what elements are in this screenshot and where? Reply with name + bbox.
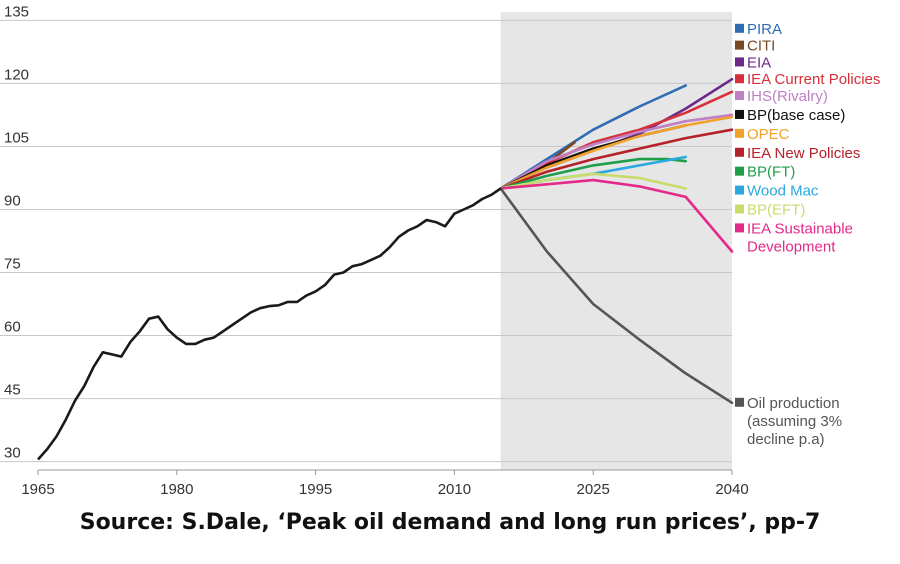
y-tick-label: 135 [4, 3, 29, 20]
legend-swatch-wood-mac [735, 185, 744, 195]
x-tick-label: 2010 [438, 481, 471, 498]
axes: 30 45 60 75 90 105 120 135 1965 1980 1995 2010 2025 2… [4, 3, 749, 498]
forecast-shading [500, 12, 732, 470]
series-line-iea-current-policies [499, 90, 734, 190]
x-tick-label: 1980 [160, 481, 193, 498]
y-tick-label: 75 [4, 256, 21, 273]
legend-label-iea-new-policies: IEA New Policies [747, 145, 860, 162]
legend-label-ihs-rivalry: IHS(Rivalry) [747, 88, 828, 105]
legend-swatch-citi [735, 40, 744, 50]
legend-swatch-oil-production-assuming-3-decline-p-a [735, 397, 744, 407]
legend-label-oil-production-assuming-3-decline-p-a: Oil production (assuming 3% decline p.a) [747, 395, 842, 448]
legend-label-bp-ft: BP(FT) [747, 164, 795, 181]
legend-label-iea-sustainable-development: IEA Sustainable Development [747, 220, 853, 255]
legend-label-eia: EIA [747, 54, 771, 71]
x-tick-label: 1995 [299, 481, 332, 498]
legend-swatch-opec [735, 128, 744, 138]
legend-swatch-bp-base-case [735, 109, 744, 119]
series-line-iea-sustainable-development [499, 178, 734, 253]
series-lines [37, 77, 734, 461]
y-tick-label: 30 [4, 445, 21, 462]
x-tick-label: 2025 [577, 481, 610, 498]
legend-swatch-bp-eft [735, 204, 744, 214]
legend-swatch-ihs-rivalry [735, 91, 744, 101]
legend-label-citi: CITI [747, 38, 775, 55]
legend-label-pira: PIRA [747, 21, 782, 38]
legend-swatch-bp-ft [735, 166, 744, 176]
legend-label-bp-eft: BP(EFT) [747, 201, 805, 218]
legend-swatch-eia [735, 57, 744, 67]
legend-swatch-iea-new-policies [735, 147, 744, 157]
legend-label-wood-mac: Wood Mac [747, 183, 819, 200]
series-line-bp-eft [499, 172, 687, 190]
legend-swatch-iea-current-policies [735, 74, 744, 84]
legend-label-opec: OPEC [747, 126, 790, 143]
gridlines [0, 19, 732, 463]
y-tick-label: 60 [4, 319, 21, 336]
series-line-iea-new-policies [499, 128, 734, 190]
series-line-opec [499, 115, 734, 190]
legend-swatch-pira [735, 23, 744, 33]
source-caption: Source: S.Dale, ‘Peak oil demand and lon… [79, 510, 821, 535]
y-tick-label: 105 [4, 129, 29, 146]
legend-swatch-iea-sustainable-development [735, 223, 744, 233]
x-tick-label: 1965 [21, 481, 54, 498]
legend-label-bp-base-case: BP(base case) [747, 107, 845, 124]
legend-label-iea-current-policies: IEA Current Policies [747, 71, 880, 88]
x-tick-label: 2040 [715, 481, 748, 498]
y-tick-label: 90 [4, 192, 21, 209]
y-tick-label: 45 [4, 382, 21, 399]
y-tick-label: 120 [4, 66, 29, 83]
oil-demand-chart: 30 45 60 75 90 105 120 135 1965 1980 1995 2010 2025 2… [0, 3, 880, 498]
series-line-ihs-rivalry [499, 113, 734, 190]
forecast-shade-rect [500, 12, 732, 470]
history-line [37, 187, 502, 461]
series-line-oil-production-assuming-3-decline-p-a [499, 187, 734, 405]
